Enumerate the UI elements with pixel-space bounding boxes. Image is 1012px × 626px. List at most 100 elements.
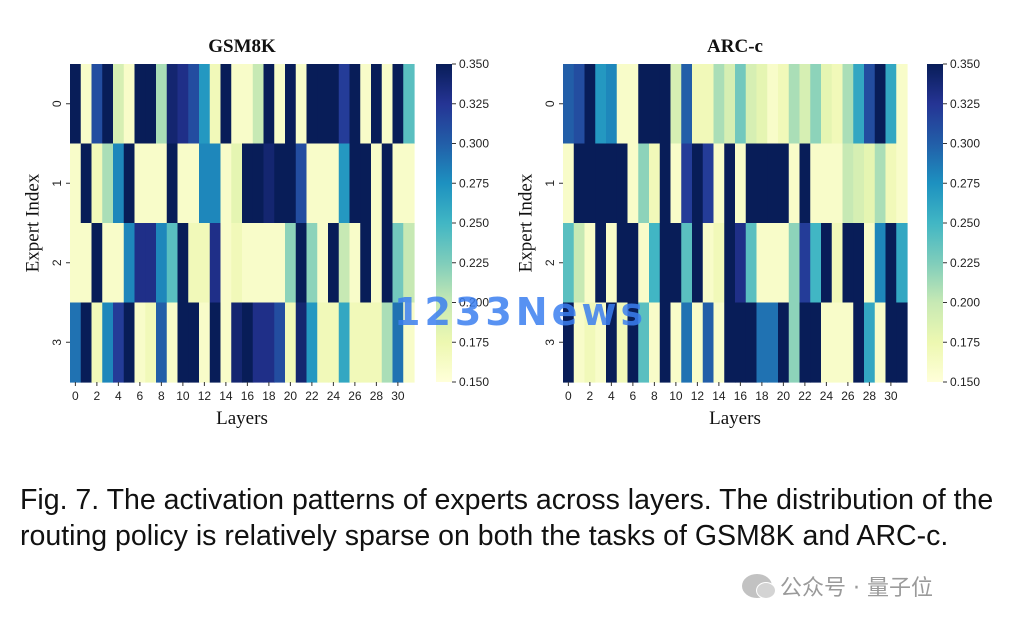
panel1-cell-r2-c5 bbox=[123, 223, 136, 304]
panel2-cell-r1-c30 bbox=[885, 143, 897, 224]
panel2-cell-r3-c23 bbox=[810, 302, 822, 383]
panel1-cell-r1-c17 bbox=[252, 143, 265, 224]
panel1-cell-r2-c26 bbox=[349, 223, 361, 304]
panel2-colorbar-label: 0.275 bbox=[950, 176, 980, 190]
panel1-cell-r0-c26 bbox=[349, 64, 361, 145]
panel2-cell-r2-c21 bbox=[788, 223, 801, 304]
panel1-cell-r1-c9 bbox=[166, 143, 179, 224]
panel2-cell-r1-c1 bbox=[573, 143, 586, 224]
panel2-cell-r3-c21 bbox=[788, 302, 801, 383]
panel2-xtick-label: 24 bbox=[820, 389, 834, 403]
panel2-cell-r3-c11 bbox=[681, 302, 693, 383]
panel2-cell-r2-c25 bbox=[831, 223, 844, 304]
figure-caption: Fig. 7. The activation patterns of exper… bbox=[20, 484, 994, 552]
source-watermark: 公众号 · 量子位 bbox=[742, 570, 933, 602]
panel2-xtick-label: 20 bbox=[777, 389, 791, 403]
panel1-cell-r3-c8 bbox=[156, 302, 168, 383]
panel2-cell-r1-c26 bbox=[842, 143, 854, 224]
panel2-cell-r0-c7 bbox=[638, 64, 650, 145]
panel1-cell-r3-c9 bbox=[166, 302, 179, 383]
panel1-xlabel: Layers bbox=[216, 408, 268, 429]
panel2-ytick-label: 3 bbox=[543, 339, 557, 346]
panel2-cell-r2-c2 bbox=[584, 223, 596, 304]
panel1-cell-r1-c7 bbox=[145, 143, 157, 224]
panel2-cell-r3-c10 bbox=[670, 302, 682, 383]
panel1-cell-r2-c30 bbox=[392, 223, 404, 304]
panel1-colorbar-label: 0.175 bbox=[459, 335, 489, 349]
panel1-cell-r2-c24 bbox=[328, 223, 340, 304]
panel1-cell-r0-c21 bbox=[295, 64, 308, 145]
panel1-cell-r0-c13 bbox=[209, 64, 222, 145]
panel1-cell-r2-c4 bbox=[113, 223, 125, 304]
panel2-cell-r1-c19 bbox=[767, 143, 779, 224]
panel1-xtick-label: 16 bbox=[241, 389, 255, 403]
panel1-cell-r0-c17 bbox=[252, 64, 265, 145]
panel2-cell-r3-c12 bbox=[692, 302, 704, 383]
panel2-xlabel: Layers bbox=[709, 408, 761, 429]
panel1-cell-r2-c14 bbox=[220, 223, 232, 304]
panel2-cell-r3-c0 bbox=[563, 302, 575, 383]
panel1-cell-r1-c24 bbox=[328, 143, 340, 224]
panel1-cell-r1-c23 bbox=[317, 143, 329, 224]
panel2-cell-r2-c19 bbox=[767, 223, 779, 304]
panel1-cell-r0-c5 bbox=[123, 64, 136, 145]
panel1-xtick-label: 18 bbox=[262, 389, 276, 403]
panel1-cell-r2-c11 bbox=[188, 223, 200, 304]
panel1-cell-r3-c17 bbox=[252, 302, 265, 383]
panel1-cell-r3-c22 bbox=[306, 302, 318, 383]
panel2-cell-r3-c18 bbox=[756, 302, 768, 383]
panel2-cell-r0-c16 bbox=[735, 64, 747, 145]
panel1-colorbar-label: 0.225 bbox=[459, 256, 489, 270]
panel2-cell-r2-c26 bbox=[842, 223, 854, 304]
panel1-cell-r2-c10 bbox=[177, 223, 189, 304]
panel2-cell-r3-c8 bbox=[649, 302, 661, 383]
panel1-cell-r1-c28 bbox=[371, 143, 383, 224]
panel2-cell-r0-c11 bbox=[681, 64, 693, 145]
panel2-cell-r0-c9 bbox=[659, 64, 672, 145]
panel2-cell-r0-c10 bbox=[670, 64, 682, 145]
panel1-cell-r3-c29 bbox=[381, 302, 394, 383]
panel1-cell-r3-c24 bbox=[328, 302, 340, 383]
panel1-cell-r1-c11 bbox=[188, 143, 200, 224]
panel2-cell-r1-c7 bbox=[638, 143, 650, 224]
panel1-cell-r3-c16 bbox=[242, 302, 254, 383]
panel1-cell-r0-c22 bbox=[306, 64, 318, 145]
panel1-cell-r0-c1 bbox=[80, 64, 93, 145]
panel2-cell-r1-c9 bbox=[659, 143, 672, 224]
panel2-cell-r0-c1 bbox=[573, 64, 586, 145]
panel1-cell-r2-c22 bbox=[306, 223, 318, 304]
panel1-cell-r0-c6 bbox=[134, 64, 146, 145]
panel1-cell-r1-c2 bbox=[91, 143, 103, 224]
panel2-cell-r3-c22 bbox=[799, 302, 811, 383]
panel2-cell-r0-c30 bbox=[885, 64, 897, 145]
panel2-cell-r3-c17 bbox=[745, 302, 758, 383]
panel1-cell-r1-c1 bbox=[80, 143, 93, 224]
panel1-ylabel: Expert Index bbox=[22, 173, 43, 272]
panel2-cell-r3-c13 bbox=[702, 302, 715, 383]
panel1-cell-r2-c18 bbox=[263, 223, 275, 304]
panel2-cell-r2-c31 bbox=[896, 223, 908, 304]
panel2-cell-r3-c28 bbox=[864, 302, 876, 383]
panel1-xtick-label: 20 bbox=[284, 389, 298, 403]
panel1-cell-r0-c28 bbox=[371, 64, 383, 145]
panel1-cell-r0-c25 bbox=[338, 64, 351, 145]
panel2-cell-r2-c14 bbox=[713, 223, 725, 304]
panel1-xtick-label: 26 bbox=[348, 389, 362, 403]
panel2-cell-r3-c27 bbox=[853, 302, 865, 383]
panel1-cell-r3-c30 bbox=[392, 302, 404, 383]
panel1-cell-r0-c16 bbox=[242, 64, 254, 145]
panel2-cell-r1-c21 bbox=[788, 143, 801, 224]
panel1-cell-r3-c15 bbox=[231, 302, 243, 383]
panel1-cell-r3-c26 bbox=[349, 302, 361, 383]
panel1-cell-r2-c8 bbox=[156, 223, 168, 304]
panel2-cell-r3-c26 bbox=[842, 302, 854, 383]
panel1-colorbar-label: 0.325 bbox=[459, 97, 489, 111]
panel1-cell-r1-c22 bbox=[306, 143, 318, 224]
panel2-cell-r1-c23 bbox=[810, 143, 822, 224]
panel2-cell-r3-c31 bbox=[896, 302, 908, 383]
panel2-colorbar-label: 0.350 bbox=[950, 57, 980, 71]
panel2-cell-r2-c7 bbox=[638, 223, 650, 304]
panel1-cell-r0-c15 bbox=[231, 64, 243, 145]
panel2-cell-r1-c17 bbox=[745, 143, 758, 224]
panel1-cell-r0-c31 bbox=[403, 64, 415, 145]
